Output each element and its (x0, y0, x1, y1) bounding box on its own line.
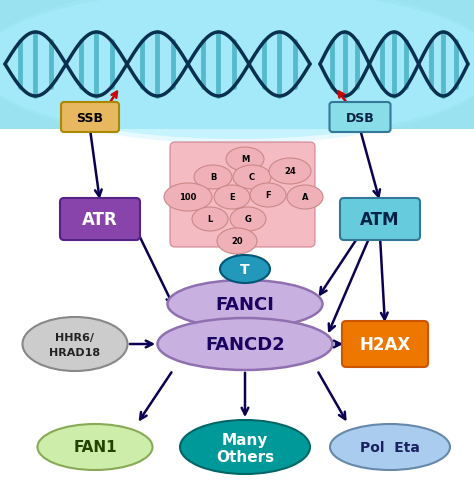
Ellipse shape (0, 0, 474, 145)
FancyBboxPatch shape (329, 103, 391, 133)
FancyBboxPatch shape (340, 199, 420, 241)
Ellipse shape (269, 159, 311, 184)
Text: ATR: ATR (82, 210, 118, 228)
Ellipse shape (37, 424, 153, 470)
Text: Pol  Eta: Pol Eta (360, 440, 420, 454)
Text: F: F (265, 191, 271, 200)
Ellipse shape (22, 317, 128, 371)
Ellipse shape (226, 148, 264, 172)
FancyBboxPatch shape (170, 142, 315, 247)
Ellipse shape (167, 281, 322, 328)
Ellipse shape (214, 185, 250, 209)
Ellipse shape (164, 183, 212, 212)
Ellipse shape (230, 207, 266, 231)
FancyBboxPatch shape (60, 199, 140, 241)
Text: FANCI: FANCI (216, 295, 274, 313)
Ellipse shape (250, 183, 286, 207)
Text: T: T (240, 263, 250, 276)
Ellipse shape (180, 420, 310, 474)
Text: G: G (245, 215, 251, 224)
Text: DSB: DSB (346, 111, 374, 124)
Text: FANCD2: FANCD2 (205, 335, 285, 353)
Text: HRAD18: HRAD18 (49, 347, 100, 357)
Text: HHR6/: HHR6/ (55, 332, 94, 342)
Text: C: C (249, 173, 255, 182)
Ellipse shape (330, 424, 450, 470)
Text: FAN1: FAN1 (73, 440, 117, 454)
Text: H2AX: H2AX (359, 335, 410, 353)
Text: E: E (229, 193, 235, 202)
Text: Others: Others (216, 448, 274, 464)
Text: 24: 24 (284, 167, 296, 176)
Text: Many: Many (222, 431, 268, 447)
Text: M: M (241, 155, 249, 164)
Text: A: A (302, 193, 308, 202)
Ellipse shape (220, 256, 270, 284)
Ellipse shape (157, 318, 332, 370)
Text: L: L (207, 215, 213, 224)
Ellipse shape (233, 165, 271, 190)
Text: 20: 20 (231, 237, 243, 246)
FancyBboxPatch shape (342, 321, 428, 367)
Text: 100: 100 (179, 193, 197, 202)
Ellipse shape (194, 165, 232, 190)
Text: SSB: SSB (76, 111, 103, 124)
Bar (0, 0, 474, 130)
Ellipse shape (287, 185, 323, 209)
Ellipse shape (217, 228, 257, 254)
Ellipse shape (0, 0, 474, 140)
FancyBboxPatch shape (61, 103, 119, 133)
Text: ATM: ATM (360, 210, 400, 228)
Ellipse shape (192, 207, 228, 231)
Text: B: B (210, 173, 216, 182)
